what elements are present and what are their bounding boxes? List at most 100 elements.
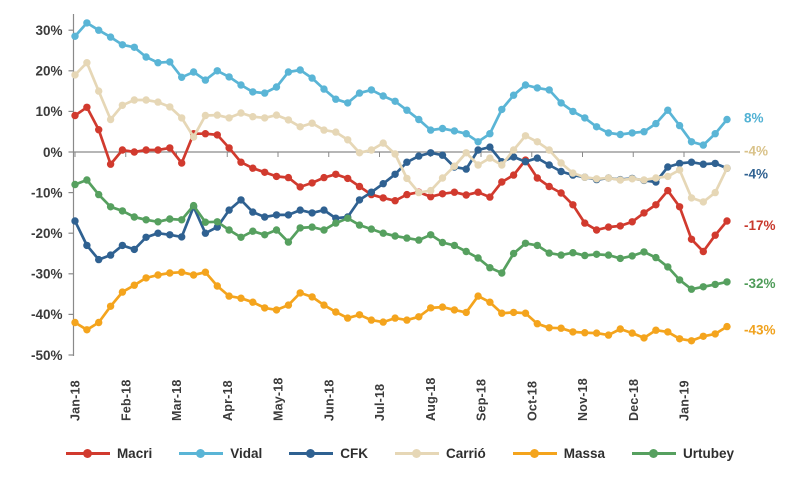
y-tick-label: 20% [35,64,62,79]
data-point-urtubey [628,252,636,260]
data-point-cfk [355,196,364,204]
data-point-urtubey [355,221,364,229]
data-point-vidal [166,58,174,66]
data-point-vidal [604,129,613,137]
data-point-macri [533,174,541,182]
data-point-massa [403,316,411,324]
data-point-carrio [723,164,731,172]
data-point-cfk [427,149,435,157]
data-point-carrio [178,114,186,122]
end-label-massa: -43% [744,323,776,338]
legend-label-cfk: CFK [340,445,368,461]
data-point-urtubey [261,231,269,239]
data-point-macri [450,188,459,196]
data-point-urtubey [118,207,127,215]
data-point-massa [486,298,494,306]
data-point-cfk [154,229,162,237]
data-point-vidal [474,138,482,146]
data-point-carrio [427,186,435,195]
data-point-vidal [225,73,233,81]
data-point-urtubey [545,249,553,257]
legend-marker-vidal [179,448,224,458]
series-urtubey [71,176,731,293]
data-point-carrio [592,175,601,183]
data-point-vidal [450,127,459,135]
data-point-cfk [545,161,553,169]
data-point-cfk [664,163,672,171]
data-point-urtubey [391,232,399,240]
data-point-carrio [95,87,103,95]
x-tick-label: Aug-18 [424,377,438,421]
data-point-urtubey [166,215,174,223]
data-point-cfk [142,233,150,241]
data-point-vidal [367,86,376,94]
data-point-macri [699,247,707,256]
data-point-cfk [403,158,411,166]
data-point-macri [616,222,624,230]
data-point-macri [498,178,506,186]
x-tick-label: Mar-18 [170,380,184,422]
series-cfk [71,143,731,264]
data-point-urtubey [557,251,565,259]
end-label-vidal: 8% [744,111,764,126]
data-point-vidal [545,86,553,94]
data-point-carrio [213,111,221,119]
data-point-macri [308,179,316,187]
data-point-vidal [344,99,352,107]
data-point-macri [213,131,221,139]
data-point-carrio [486,154,494,162]
data-point-carrio [545,146,553,154]
y-tick-label: 0% [43,145,63,160]
data-point-macri [83,103,91,112]
data-point-macri [261,168,269,176]
series-line-vidal [73,21,729,147]
data-point-massa [118,288,127,296]
data-point-macri [545,182,553,191]
data-point-carrio [284,116,293,124]
series-carrio [71,59,731,206]
data-point-vidal [71,32,79,40]
data-point-vidal [664,106,672,114]
data-point-carrio [261,114,269,122]
data-point-macri [106,160,115,168]
x-tick-label: Jul-18 [373,384,387,421]
data-point-vidal [106,33,115,41]
data-point-macri [427,193,435,201]
data-point-massa [699,332,707,340]
data-point-cfk [486,143,494,151]
data-point-vidal [213,67,221,75]
legend-item-macri: Macri [65,446,152,461]
data-point-urtubey [664,263,672,271]
data-point-cfk [379,180,387,188]
data-point-urtubey [498,269,506,277]
data-point-urtubey [142,216,150,224]
data-point-massa [427,304,435,312]
data-point-cfk [249,208,257,216]
data-point-massa [474,292,482,300]
data-point-macri [391,197,399,205]
data-point-massa [616,325,624,333]
data-point-carrio [320,126,328,134]
data-point-massa [130,281,138,289]
data-point-macri [569,201,577,209]
data-point-cfk [415,152,423,160]
data-point-carrio [130,96,138,104]
axes: 30% 20% 10% 0% -10% -20% -30% -40% -50% Jan-18 Feb… [31,14,740,421]
data-point-massa [296,289,304,297]
data-point-massa [450,306,459,314]
y-tick-label: -30% [31,267,63,282]
data-point-cfk [166,231,174,239]
data-point-massa [640,334,648,342]
data-point-vidal [675,121,684,130]
data-point-carrio [415,188,423,197]
data-point-carrio [438,174,447,182]
data-point-macri [640,209,648,217]
data-point-cfk [367,188,376,196]
data-point-massa [106,302,115,310]
data-point-urtubey [438,238,447,247]
data-point-massa [213,282,221,290]
data-point-macri [130,148,138,156]
data-point-vidal [652,119,660,128]
legend-marker-cfk [289,448,334,458]
